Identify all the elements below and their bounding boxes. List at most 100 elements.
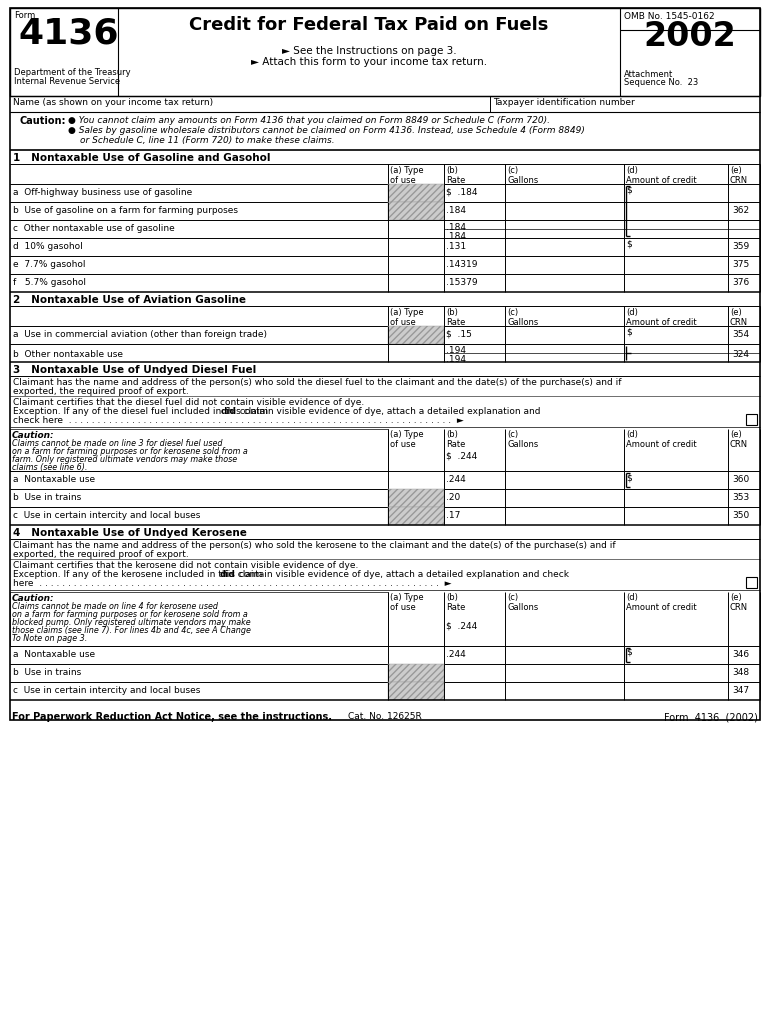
Text: or Schedule C, line 11 (Form 720) to make these claims.: or Schedule C, line 11 (Form 720) to mak… bbox=[80, 136, 335, 145]
Text: d  10% gasohol: d 10% gasohol bbox=[13, 242, 82, 251]
Text: 348: 348 bbox=[732, 668, 749, 677]
Text: ● Sales by gasoline wholesale distributors cannot be claimed on Form 4136. Inste: ● Sales by gasoline wholesale distributo… bbox=[68, 126, 585, 135]
Text: e  7.7% gasohol: e 7.7% gasohol bbox=[13, 260, 85, 269]
Text: Claims cannot be made on line 4 for kerosene used: Claims cannot be made on line 4 for kero… bbox=[12, 602, 218, 611]
Text: $: $ bbox=[626, 473, 631, 482]
Text: (e)
CRN: (e) CRN bbox=[730, 593, 748, 612]
Bar bbox=[10, 592, 388, 646]
Text: 359: 359 bbox=[732, 242, 749, 251]
Bar bbox=[388, 326, 444, 344]
Bar bbox=[388, 664, 444, 682]
Text: ► See the Instructions on page 3.: ► See the Instructions on page 3. bbox=[282, 46, 457, 56]
Text: c  Use in certain intercity and local buses: c Use in certain intercity and local bus… bbox=[13, 511, 200, 520]
Text: (d)
Amount of credit: (d) Amount of credit bbox=[626, 166, 697, 185]
Text: here  . . . . . . . . . . . . . . . . . . . . . . . . . . . . . . . . . . . . . : here . . . . . . . . . . . . . . . . . .… bbox=[13, 579, 451, 588]
Text: farm. Only registered ultimate vendors may make those: farm. Only registered ultimate vendors m… bbox=[12, 455, 237, 464]
Text: Caution:: Caution: bbox=[12, 431, 55, 440]
Bar bbox=[746, 577, 757, 588]
Bar bbox=[746, 414, 757, 425]
Text: (e)
CRN: (e) CRN bbox=[730, 166, 748, 185]
Text: (d)
Amount of credit: (d) Amount of credit bbox=[626, 593, 697, 612]
Text: .14319: .14319 bbox=[446, 260, 477, 269]
Bar bbox=[388, 202, 444, 220]
Text: (d)
Amount of credit: (d) Amount of credit bbox=[626, 308, 697, 328]
Text: exported, the required proof of export.: exported, the required proof of export. bbox=[13, 550, 189, 559]
Text: c  Other nontaxable use of gasoline: c Other nontaxable use of gasoline bbox=[13, 224, 175, 233]
Text: a  Nontaxable use: a Nontaxable use bbox=[13, 475, 95, 484]
Text: $  .184: $ .184 bbox=[446, 188, 477, 197]
Text: claims (see line 6).: claims (see line 6). bbox=[12, 463, 87, 472]
Text: a  Off-highway business use of gasoline: a Off-highway business use of gasoline bbox=[13, 188, 192, 197]
Text: (d)
Amount of credit: (d) Amount of credit bbox=[626, 430, 697, 450]
Text: 3   Nontaxable Use of Undyed Diesel Fuel: 3 Nontaxable Use of Undyed Diesel Fuel bbox=[13, 365, 256, 375]
Text: a  Nontaxable use: a Nontaxable use bbox=[13, 650, 95, 659]
Bar bbox=[388, 682, 444, 700]
Text: 376: 376 bbox=[732, 278, 749, 287]
Text: .17: .17 bbox=[446, 511, 460, 520]
Text: Claimant has the name and address of the person(s) who sold the kerosene to the : Claimant has the name and address of the… bbox=[13, 541, 616, 550]
Text: $  .244: $ .244 bbox=[446, 451, 477, 460]
Text: (a) Type
of use: (a) Type of use bbox=[390, 308, 424, 328]
Text: Department of the Treasury: Department of the Treasury bbox=[14, 68, 131, 77]
Text: (c)
Gallons: (c) Gallons bbox=[507, 166, 538, 185]
Bar bbox=[10, 8, 760, 720]
Bar bbox=[388, 489, 444, 507]
Bar bbox=[388, 184, 444, 202]
Text: .184: .184 bbox=[446, 232, 466, 241]
Text: .184: .184 bbox=[446, 223, 466, 232]
Text: OMB No. 1545-0162: OMB No. 1545-0162 bbox=[624, 12, 715, 22]
Bar bbox=[388, 664, 444, 682]
Text: ► Attach this form to your income tax return.: ► Attach this form to your income tax re… bbox=[251, 57, 487, 67]
Text: $: $ bbox=[626, 648, 631, 657]
Text: (e)
CRN: (e) CRN bbox=[730, 308, 748, 328]
Text: (b)
Rate: (b) Rate bbox=[446, 430, 465, 450]
Text: contain visible evidence of dye, attach a detailed explanation and: contain visible evidence of dye, attach … bbox=[237, 407, 541, 416]
Text: (c)
Gallons: (c) Gallons bbox=[507, 430, 538, 450]
Text: Sequence No.  23: Sequence No. 23 bbox=[624, 78, 698, 87]
Text: Cat. No. 12625R: Cat. No. 12625R bbox=[348, 712, 422, 721]
Text: Credit for Federal Tax Paid on Fuels: Credit for Federal Tax Paid on Fuels bbox=[189, 16, 549, 34]
Text: .244: .244 bbox=[446, 475, 466, 484]
Text: Exception. If any of the kerosene included in this claim: Exception. If any of the kerosene includ… bbox=[13, 570, 265, 579]
Text: blocked pump. Only registered ultimate vendors may make: blocked pump. Only registered ultimate v… bbox=[12, 618, 250, 627]
Text: Claimant certifies that the diesel fuel did not contain visible evidence of dye.: Claimant certifies that the diesel fuel … bbox=[13, 398, 364, 407]
Text: Form: Form bbox=[14, 11, 35, 20]
Text: (c)
Gallons: (c) Gallons bbox=[507, 308, 538, 328]
Text: Attachment: Attachment bbox=[624, 70, 673, 79]
Text: (b)
Rate: (b) Rate bbox=[446, 166, 465, 185]
Bar bbox=[388, 489, 444, 507]
Text: 1   Nontaxable Use of Gasoline and Gasohol: 1 Nontaxable Use of Gasoline and Gasohol bbox=[13, 153, 270, 163]
Text: (b)
Rate: (b) Rate bbox=[446, 593, 465, 612]
Text: on a farm for farming purposes or for kerosene sold from a: on a farm for farming purposes or for ke… bbox=[12, 610, 248, 618]
Text: 4136: 4136 bbox=[18, 16, 119, 50]
Text: (c)
Gallons: (c) Gallons bbox=[507, 593, 538, 612]
Text: 350: 350 bbox=[732, 511, 749, 520]
Bar bbox=[388, 507, 444, 525]
Text: (e)
CRN: (e) CRN bbox=[730, 430, 748, 450]
Text: b  Use in trains: b Use in trains bbox=[13, 493, 82, 502]
Text: 362: 362 bbox=[732, 206, 749, 215]
Bar bbox=[388, 507, 444, 525]
Text: 4   Nontaxable Use of Undyed Kerosene: 4 Nontaxable Use of Undyed Kerosene bbox=[13, 528, 247, 538]
Text: $: $ bbox=[626, 240, 631, 249]
Bar bbox=[388, 202, 444, 220]
Text: Taxpayer identification number: Taxpayer identification number bbox=[493, 98, 634, 106]
Text: For Paperwork Reduction Act Notice, see the instructions.: For Paperwork Reduction Act Notice, see … bbox=[12, 712, 332, 722]
Text: 324: 324 bbox=[732, 350, 749, 359]
Text: did: did bbox=[221, 407, 237, 416]
Text: To Note on page 3.: To Note on page 3. bbox=[12, 634, 87, 643]
Text: $  .15: $ .15 bbox=[446, 330, 472, 339]
Text: .15379: .15379 bbox=[446, 278, 477, 287]
Text: (a) Type
of use: (a) Type of use bbox=[390, 166, 424, 185]
Text: Form  4136  (2002): Form 4136 (2002) bbox=[664, 712, 758, 722]
Text: 2002: 2002 bbox=[644, 20, 736, 53]
Text: a  Use in commercial aviation (other than foreign trade): a Use in commercial aviation (other than… bbox=[13, 330, 267, 339]
Text: Caution:: Caution: bbox=[20, 116, 66, 126]
Text: 2   Nontaxable Use of Aviation Gasoline: 2 Nontaxable Use of Aviation Gasoline bbox=[13, 295, 246, 305]
Text: check here  . . . . . . . . . . . . . . . . . . . . . . . . . . . . . . . . . . : check here . . . . . . . . . . . . . . .… bbox=[13, 416, 464, 425]
Text: b  Use of gasoline on a farm for farming purposes: b Use of gasoline on a farm for farming … bbox=[13, 206, 238, 215]
Text: $: $ bbox=[626, 328, 631, 337]
Text: (a) Type
of use: (a) Type of use bbox=[390, 430, 424, 450]
Text: 353: 353 bbox=[732, 493, 749, 502]
Text: 360: 360 bbox=[732, 475, 749, 484]
